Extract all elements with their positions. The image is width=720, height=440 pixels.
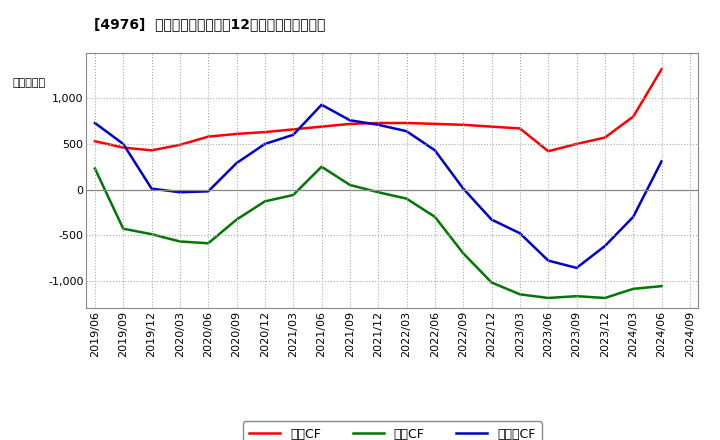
フリーCF — [600, 243, 609, 249]
投資CF — [91, 166, 99, 171]
投資CF — [487, 280, 496, 285]
営業CF — [346, 121, 354, 127]
営業CF — [374, 120, 382, 126]
営業CF — [657, 66, 666, 72]
投資CF — [148, 231, 156, 237]
営業CF — [402, 120, 411, 126]
投資CF — [572, 293, 581, 299]
営業CF — [233, 131, 241, 136]
フリーCF — [119, 141, 127, 147]
営業CF — [261, 129, 269, 135]
Line: 投資CF: 投資CF — [95, 167, 662, 298]
投資CF — [233, 217, 241, 222]
フリーCF — [431, 148, 439, 153]
営業CF — [516, 126, 524, 131]
営業CF — [459, 122, 467, 128]
フリーCF — [318, 102, 326, 107]
投資CF — [600, 295, 609, 301]
フリーCF — [233, 161, 241, 166]
フリーCF — [629, 214, 637, 220]
営業CF — [148, 148, 156, 153]
投資CF — [544, 295, 552, 301]
営業CF — [600, 135, 609, 140]
営業CF — [204, 134, 212, 139]
営業CF — [176, 142, 184, 147]
フリーCF — [459, 186, 467, 191]
フリーCF — [544, 258, 552, 263]
フリーCF — [176, 190, 184, 195]
投資CF — [119, 226, 127, 231]
フリーCF — [91, 120, 99, 126]
フリーCF — [346, 117, 354, 123]
フリーCF — [516, 231, 524, 236]
Legend: 営業CF, 投資CF, フリーCF: 営業CF, 投資CF, フリーCF — [243, 422, 542, 440]
投資CF — [289, 192, 297, 198]
投資CF — [516, 292, 524, 297]
投資CF — [261, 199, 269, 204]
Line: 営業CF: 営業CF — [95, 69, 662, 151]
フリーCF — [204, 189, 212, 194]
Line: フリーCF: フリーCF — [95, 105, 662, 268]
営業CF — [431, 121, 439, 127]
投資CF — [176, 239, 184, 244]
投資CF — [629, 286, 637, 291]
投資CF — [402, 196, 411, 201]
フリーCF — [289, 132, 297, 137]
営業CF — [289, 127, 297, 132]
フリーCF — [148, 186, 156, 191]
営業CF — [544, 149, 552, 154]
営業CF — [572, 141, 581, 147]
フリーCF — [487, 217, 496, 222]
営業CF — [119, 145, 127, 150]
投資CF — [459, 251, 467, 256]
投資CF — [346, 182, 354, 187]
フリーCF — [374, 122, 382, 128]
投資CF — [318, 164, 326, 169]
営業CF — [91, 139, 99, 144]
投資CF — [657, 283, 666, 289]
投資CF — [374, 190, 382, 195]
フリーCF — [402, 128, 411, 134]
Text: [4976]  キャッシュフローの12か月移動合計の推移: [4976] キャッシュフローの12か月移動合計の推移 — [94, 18, 325, 32]
フリーCF — [261, 141, 269, 147]
フリーCF — [572, 265, 581, 271]
フリーCF — [657, 158, 666, 164]
投資CF — [431, 214, 439, 220]
Y-axis label: （百万円）: （百万円） — [12, 78, 45, 88]
営業CF — [318, 124, 326, 129]
営業CF — [487, 124, 496, 129]
投資CF — [204, 241, 212, 246]
営業CF — [629, 114, 637, 119]
